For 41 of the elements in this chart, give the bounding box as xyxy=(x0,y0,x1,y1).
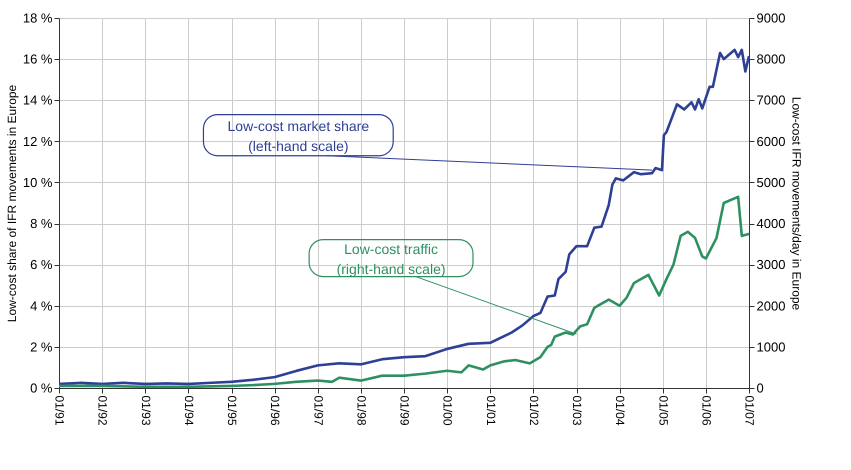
y-tick-label: 14 % xyxy=(22,92,53,108)
x-tick-label: 01/07 xyxy=(742,396,756,426)
y2-tick-label: 5000 xyxy=(756,174,786,190)
x-tick-label: 01/05 xyxy=(656,396,670,426)
y-tick-label: 4 % xyxy=(30,298,53,314)
y-tick-label: 10 % xyxy=(22,174,53,190)
x-tick-label: 01/06 xyxy=(699,396,714,426)
y2-tick-label: 9000 xyxy=(756,10,786,26)
y2-axis-title: Low-cost IFR movements/day in Europe xyxy=(789,96,804,311)
y-axis-title: Low-cost share of IFR movements in Europe xyxy=(4,84,19,322)
y2-tick-label: 2000 xyxy=(756,298,786,314)
x-tick-label: 01/91 xyxy=(52,396,66,426)
y-tick-label: 0 % xyxy=(30,380,53,396)
y2-tick-label: 3000 xyxy=(756,257,786,272)
x-tick-label: 01/99 xyxy=(398,396,412,426)
x-tick-label: 01/95 xyxy=(225,396,239,426)
x-tick-label: 01/96 xyxy=(268,396,282,426)
y2-tick-label: 8000 xyxy=(756,52,786,67)
y2-tick-label: 1000 xyxy=(756,339,786,354)
y-tick-label: 6 % xyxy=(30,257,53,272)
x-tick-label: 01/03 xyxy=(570,396,584,426)
y-tick-label: 12 % xyxy=(22,134,53,149)
annotation: Low-cost market share (left-hand scale) xyxy=(228,118,370,154)
x-tick-label: 01/94 xyxy=(182,396,196,426)
annotation: Low-cost traffic (right-hand scale) xyxy=(336,241,446,278)
x-tick-label: 01/00 xyxy=(440,396,455,426)
y2-tick-label: 4000 xyxy=(756,216,786,232)
x-tick-label: 01/97 xyxy=(311,396,326,426)
y-tick-label: 16 % xyxy=(22,52,53,67)
y2-tick-label: 0 xyxy=(756,380,764,396)
x-tick-label: 01/02 xyxy=(526,396,541,426)
x-tick-label: 01/93 xyxy=(138,396,153,426)
x-tick-label: 01/98 xyxy=(354,396,368,426)
y-tick-label: 8 % xyxy=(30,216,53,232)
x-tick-label: 01/04 xyxy=(613,396,628,426)
y-tick-label: 18 % xyxy=(22,10,53,26)
x-tick-label: 01/01 xyxy=(484,396,498,426)
y2-tick-label: 6000 xyxy=(756,134,786,149)
x-tick-label: 01/92 xyxy=(96,396,110,426)
y-tick-label: 2 % xyxy=(30,339,53,354)
y2-tick-label: 7000 xyxy=(756,92,786,108)
